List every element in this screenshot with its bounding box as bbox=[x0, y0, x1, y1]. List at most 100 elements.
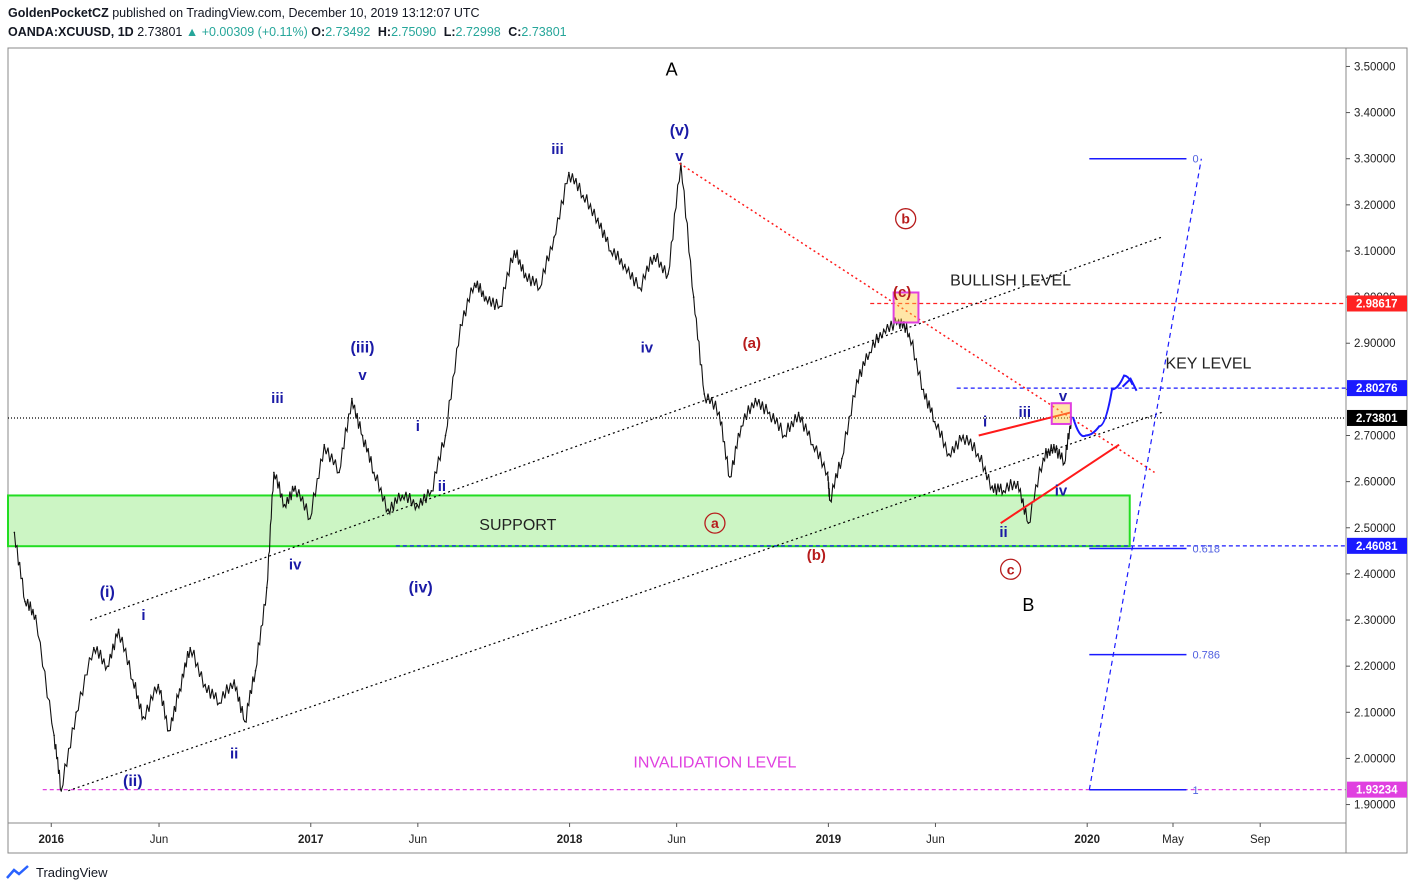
y-tick-label: 2.20000 bbox=[1354, 661, 1396, 673]
wave-annotation: (c) bbox=[893, 284, 911, 301]
wave-annotation: iv bbox=[1055, 482, 1068, 499]
price-point bbox=[933, 420, 936, 423]
price-point bbox=[294, 485, 296, 488]
high-value: 2.75090 bbox=[391, 25, 437, 39]
price-point bbox=[218, 702, 221, 704]
y-tick-label: 3.20000 bbox=[1354, 200, 1396, 212]
y-tick-label: 3.10000 bbox=[1354, 246, 1396, 258]
price-axis[interactable]: 3.500003.400003.300003.200003.100003.000… bbox=[1346, 61, 1407, 812]
symbol-name[interactable]: OANDA:XCUUSD, 1D bbox=[8, 25, 134, 39]
price-point bbox=[387, 508, 389, 511]
wave-annotation: i bbox=[141, 607, 145, 624]
price-point bbox=[373, 471, 375, 474]
publish-text: published on TradingView.com, December 1… bbox=[112, 6, 480, 20]
time-axis[interactable]: 2016 Jun 2017 Jun 2018 Jun 2019 Jun 2020 May Sep bbox=[38, 823, 1270, 846]
trendline[interactable] bbox=[1000, 443, 1120, 524]
chart-frame bbox=[7, 47, 1408, 854]
price-tag[interactable] bbox=[1347, 380, 1407, 397]
price-point bbox=[254, 669, 257, 672]
x-tick-label: Jun bbox=[926, 834, 945, 846]
price-tag-label: 2.98617 bbox=[1356, 298, 1398, 310]
x-tick-label: 2016 bbox=[38, 834, 64, 846]
price-point bbox=[783, 434, 786, 437]
price-point bbox=[351, 397, 353, 400]
wave-annotation: v bbox=[675, 148, 684, 165]
price-change: ▲ +0.00309 (+0.11%) bbox=[185, 25, 308, 39]
plot-area[interactable]: 00.6180.7861AB(v)viiiiv(iii)viiiiiiiv(iv… bbox=[7, 60, 1346, 797]
price-point bbox=[323, 443, 326, 446]
wave-annotation: (a) bbox=[743, 335, 761, 352]
price-point bbox=[962, 434, 964, 437]
wave-annotation: SUPPORT bbox=[479, 517, 556, 534]
projection-path[interactable] bbox=[1072, 374, 1134, 438]
price-point bbox=[609, 250, 612, 252]
open-label: O: bbox=[311, 25, 326, 39]
projection-arrow-icon bbox=[1121, 377, 1138, 392]
price-point bbox=[667, 273, 669, 275]
price-point bbox=[24, 600, 26, 603]
y-tick-label: 2.00000 bbox=[1354, 753, 1396, 765]
trendline[interactable] bbox=[978, 411, 1072, 437]
price-point bbox=[841, 457, 843, 460]
open-value: 2.73492 bbox=[325, 25, 371, 39]
close-label: C: bbox=[508, 25, 522, 39]
circled-label-text: c bbox=[1007, 561, 1015, 577]
price-point bbox=[908, 333, 911, 335]
last-price: 2.73801 bbox=[137, 25, 183, 39]
price-tag-label: 2.80276 bbox=[1356, 383, 1398, 395]
fib-level-label: 0.618 bbox=[1192, 544, 1220, 556]
wave-annotation: iii bbox=[551, 141, 564, 158]
price-point bbox=[244, 720, 246, 723]
wave-annotation: iii bbox=[271, 390, 284, 407]
wave-annotation: iv bbox=[641, 339, 654, 356]
price-point bbox=[597, 217, 599, 220]
wave-annotation: v bbox=[358, 367, 367, 384]
x-tick-label: Jun bbox=[409, 834, 428, 846]
trendline[interactable] bbox=[1088, 158, 1202, 790]
price-point bbox=[729, 476, 731, 478]
low-label: L: bbox=[443, 25, 456, 39]
author-name[interactable]: GoldenPocketCZ bbox=[8, 6, 109, 20]
price-point bbox=[1063, 462, 1066, 464]
trendline[interactable] bbox=[68, 411, 1162, 792]
price-point bbox=[568, 171, 570, 174]
price-point bbox=[416, 503, 418, 506]
price-point bbox=[106, 665, 109, 667]
price-point bbox=[13, 531, 16, 534]
price-point bbox=[401, 494, 404, 497]
price-tag[interactable] bbox=[1347, 537, 1407, 554]
tradingview-footer[interactable]: TradingView bbox=[6, 864, 108, 880]
wave-annotation: ii bbox=[438, 478, 446, 495]
price-tag[interactable] bbox=[1347, 409, 1407, 426]
wave-annotation: iv bbox=[289, 556, 302, 573]
price-tag[interactable] bbox=[1347, 295, 1407, 312]
x-tick-label: Sep bbox=[1250, 834, 1270, 846]
price-tag[interactable] bbox=[1347, 781, 1407, 798]
trendline[interactable] bbox=[90, 236, 1162, 621]
price-point bbox=[131, 679, 134, 681]
price-point bbox=[826, 471, 829, 474]
price-point bbox=[977, 453, 979, 455]
price-series-line[interactable] bbox=[13, 163, 1073, 793]
price-point bbox=[582, 194, 584, 197]
price-point bbox=[811, 443, 814, 446]
y-tick-label: 2.50000 bbox=[1354, 523, 1396, 535]
price-point bbox=[855, 379, 858, 381]
highlight-box[interactable] bbox=[892, 291, 920, 324]
y-tick-label: 2.40000 bbox=[1354, 569, 1396, 581]
wave-annotation: (i) bbox=[100, 584, 115, 601]
price-point bbox=[740, 425, 742, 428]
circled-label-ring bbox=[895, 208, 917, 230]
highlight-box[interactable] bbox=[1050, 402, 1072, 425]
wave-annotation: KEY LEVEL bbox=[1165, 356, 1251, 373]
symbol-ohlc-bar: OANDA:XCUUSD, 1D 2.73801 ▲ +0.00309 (+0.… bbox=[8, 25, 571, 39]
price-point bbox=[754, 397, 757, 400]
support-zone[interactable] bbox=[7, 494, 1131, 548]
tradingview-logo-icon bbox=[6, 865, 29, 879]
price-point bbox=[513, 250, 516, 252]
wave-annotation: INVALIDATION LEVEL bbox=[633, 755, 796, 772]
price-point bbox=[1002, 490, 1005, 492]
price-point bbox=[692, 296, 695, 298]
price-point bbox=[53, 734, 55, 737]
